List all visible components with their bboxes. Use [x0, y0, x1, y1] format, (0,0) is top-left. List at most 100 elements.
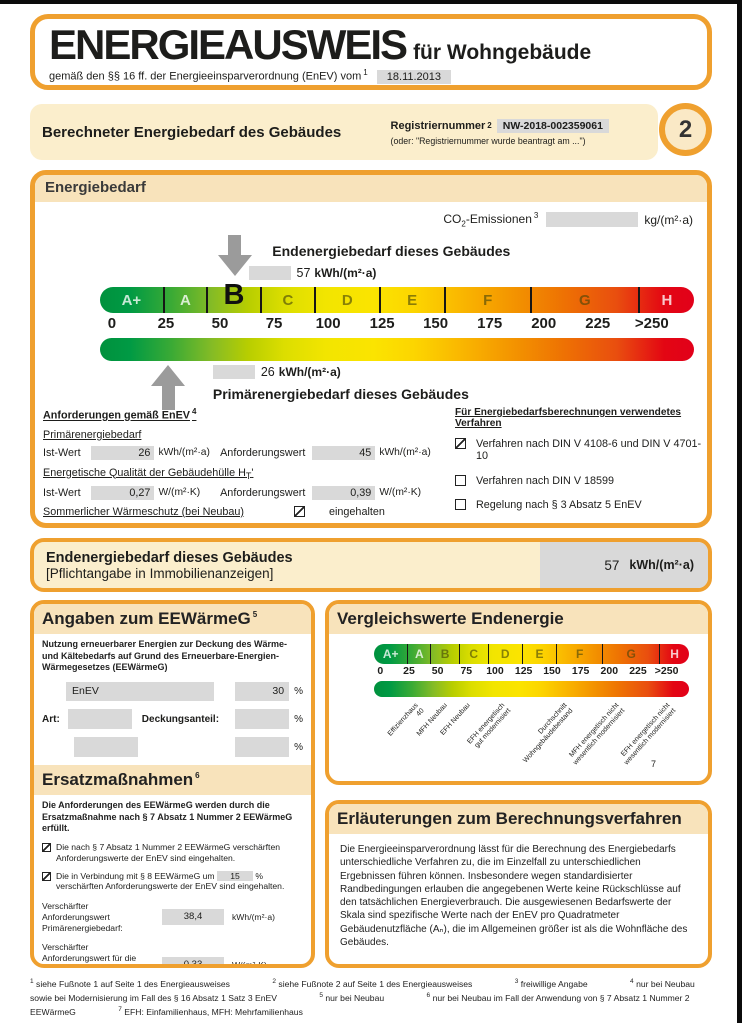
footnote-ref-2: 2 [487, 121, 492, 130]
cmp-segment-a: A [408, 644, 432, 664]
cmp-segment-g: G [603, 644, 661, 664]
comparison-class-bar: A+ A B C D E F G H [374, 644, 689, 664]
tick-0: 0 [107, 315, 117, 332]
ersatz-check-row-2: Die in Verbindung mit § 8 EEWärmeG um 15… [42, 871, 303, 892]
enev-date-field[interactable]: 18.11.2013 [376, 69, 452, 84]
eewaermeg-section: Angaben zum EEWärmeG 5 Nutzung erneuerbar… [30, 600, 315, 968]
primary-energy-value-field[interactable] [212, 365, 255, 379]
primary-anf-field[interactable]: 45 [311, 445, 376, 460]
class-segment-a-plus: A+ [100, 287, 165, 313]
document-subtitle: für Wohngebäude [413, 41, 592, 64]
cmp-segment-d: D [489, 644, 523, 664]
co2-label: CO2-Emissionen 3 [443, 211, 539, 229]
end-banner-title: Endenergiebedarf dieses Gebäudes [46, 549, 293, 566]
ersatz-check-row-1: Die nach § 7 Absatz 1 Nummer 2 EEWärmeG … [42, 842, 303, 863]
share-value-field[interactable]: 30 [235, 682, 290, 702]
erlaeuterungen-heading: Erläuterungen zum Berechnungsverfahren [329, 804, 708, 834]
enev-heading: Anforderungen gemäß EnEV 4 [43, 407, 197, 422]
tick-25: 25 [157, 315, 175, 332]
tick-175: 175 [477, 315, 503, 332]
art-field[interactable] [67, 709, 132, 730]
calculation-method: Für Energiebedarfsberechnungen verwendet… [455, 407, 703, 528]
primary-energy-unit: kWh/(m²·a) [278, 365, 341, 379]
efficiency-class-bar: A+ A B C D E F G H [100, 279, 694, 313]
vergleichswerte-section: Vergleichswerte Endenergie A+ A B C D E … [325, 600, 712, 785]
class-segment-b-rating: B [208, 279, 262, 313]
co2-row: CO2-Emissionen 3 kg/(m²·a) [443, 211, 693, 228]
document-title: ENERGIEAUSWEIS [49, 21, 408, 68]
class-segment-f: F [446, 287, 532, 313]
percent-sharpening-field[interactable]: 15 [216, 871, 253, 882]
method-checkbox-regelung[interactable] [455, 499, 466, 511]
deckung-field[interactable] [235, 709, 290, 730]
energiebedarf-section: Energiebedarf CO2-Emissionen 3 kg/(m²·a) … [30, 170, 712, 528]
method-checkbox-din18599[interactable] [455, 474, 466, 486]
law-text: gemäß den §§ 16 ff. der Energieeinsparve… [49, 70, 362, 83]
summer-protection-row: Sommerlicher Wärmeschutz (bei Neubau) ei… [43, 505, 385, 518]
label-efh-modernisiert: EFH energetisch gut modernisiert [465, 702, 512, 750]
eewaermeg-heading: Angaben zum EEWärmeG 5 [34, 604, 311, 634]
art-field-2[interactable] [74, 737, 138, 758]
class-segment-d: D [316, 287, 381, 313]
quality-anf-field[interactable]: 0,39 [311, 485, 376, 500]
summer-protection-checkbox[interactable] [294, 506, 306, 518]
envelope-quality-heading: Energetische Qualität der Gebäudehülle H… [43, 466, 254, 481]
tick-200: 200 [531, 315, 557, 332]
page-number: 2 [678, 115, 693, 143]
primary-demand-row: Ist-Wert 26 kWh/(m²·a) Anforderungswert … [43, 445, 431, 460]
primary-energy-label: Primärenergiebedarf dieses Gebäudes [212, 386, 469, 402]
title-row: ENERGIEAUSWEIS für Wohngebäude [49, 21, 693, 68]
reg-number-field[interactable]: NW-2018-002359061 [496, 118, 609, 133]
requirements-columns: Anforderungen gemäß EnEV 4 Primärenergieb… [43, 407, 703, 528]
ersatz-checkbox-2[interactable] [42, 871, 51, 881]
art-label: Art: [42, 713, 60, 725]
method-checkbox-din4108[interactable] [455, 438, 466, 449]
tick-250plus: >250 [634, 315, 669, 332]
gradient-bar [100, 338, 694, 361]
primary-energy-value: 26 [260, 365, 275, 379]
deckung-field-2[interactable] [235, 737, 290, 758]
method-option-3: Regelung nach § 3 Absatz 5 EnEV [455, 499, 703, 511]
class-segment-h: H [661, 291, 673, 309]
energy-source-field[interactable]: EnEV [66, 682, 214, 702]
co2-unit: kg/(m²·a) [644, 212, 693, 227]
footnote-ref-3: 3 [533, 211, 539, 220]
method-heading: Für Energiebedarfsberechnungen verwendet… [455, 407, 682, 429]
end-banner-unit: kWh/(m²·a) [629, 558, 694, 572]
tick-100: 100 [315, 315, 341, 332]
vergleichswerte-heading: Vergleichswerte Endenergie [329, 604, 708, 634]
end-energy-label: Endenergiebedarf dieses Gebäudes [272, 243, 511, 259]
end-energy-marker-arrow-icon [217, 235, 252, 276]
ersatz-intro: Die Anforderungen des EEWärmeG werden du… [42, 800, 293, 834]
end-banner-text: Endenergiebedarf dieses Gebäudes [Pflich… [46, 550, 293, 581]
reg-number-row: Registriernummer 2 NW-2018-002359061 [391, 118, 646, 133]
sharpened-quality-field[interactable]: 0,33 [162, 957, 224, 964]
comparison-gradient-bar [374, 681, 689, 697]
footnote-ref-5: 5 [252, 610, 258, 620]
energiebedarf-heading: Energiebedarf [35, 175, 707, 202]
energy-scale: Endenergiebedarf dieses Gebäudes 57 kWh/… [100, 235, 694, 473]
banner-title: Berechneter Energiebedarf des Gebäudes [42, 123, 342, 141]
class-segment-c: C [262, 287, 316, 313]
method-option-1: Verfahren nach DIN V 4108-6 und DIN V 47… [455, 438, 703, 463]
envelope-quality-row: Ist-Wert 0,27 W/(m²·K) Anforderungswert … [43, 485, 422, 500]
cmp-segment-f: F [557, 644, 604, 664]
quality-ist-field[interactable]: 0,27 [90, 485, 155, 500]
co2-value-field[interactable] [546, 212, 639, 228]
method-option-2: Verfahren nach DIN V 18599 [455, 474, 703, 487]
footnotes: 1 siehe Fußnote 1 auf Seite 1 des Energi… [30, 978, 695, 1018]
energy-source-row: EnEV 30 % [66, 682, 303, 702]
erlaeuterungen-section: Erläuterungen zum Berechnungsverfahren D… [325, 800, 712, 968]
class-segment-e: E [381, 287, 446, 313]
primary-ist-field[interactable]: 26 [90, 445, 155, 460]
art-row-2: % [74, 737, 303, 758]
end-energy-unit: kWh/(m²·a) [314, 266, 377, 280]
ersatz-checkbox-1[interactable] [42, 843, 51, 853]
sharpened-primary-field[interactable]: 38,4 [162, 909, 224, 926]
method-checkbox-vereinfachungen[interactable] [455, 524, 466, 528]
erlaeuterungen-body: Die Energieeinsparverordnung lässt für d… [340, 844, 688, 949]
eewaermeg-intro: Nutzung erneuerbarer Energien zur Deckun… [42, 639, 288, 673]
sharpened-primary-row: Verschärfter Anforderungswert Primärener… [42, 901, 275, 933]
end-energy-value-field[interactable] [248, 266, 291, 280]
cmp-segment-h: H [670, 647, 679, 661]
